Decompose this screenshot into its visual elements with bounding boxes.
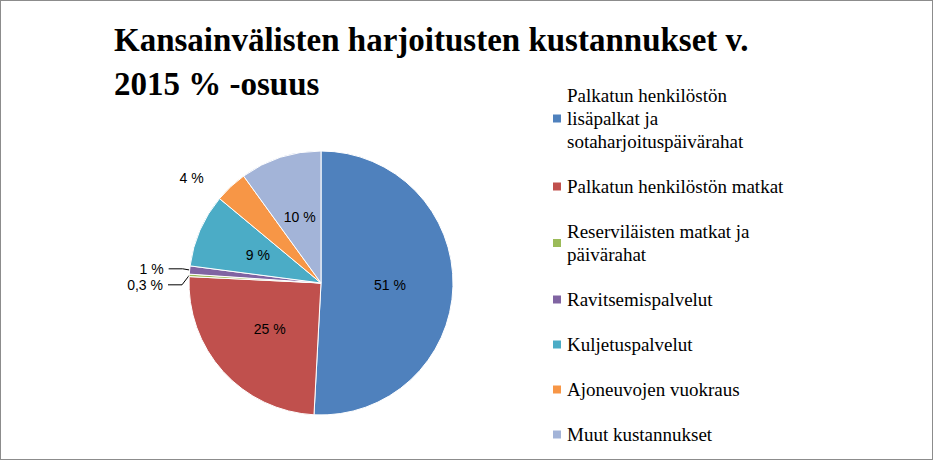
svg-text:1 %: 1 % [140,261,164,277]
svg-text:Kansainvälisten harjoitusten k: Kansainvälisten harjoitusten kustannukse… [114,22,757,58]
svg-text:2015 % -osuus: 2015 % -osuus [114,66,320,102]
svg-text:Ravitsemispalvelut: Ravitsemispalvelut [567,289,713,310]
svg-text:10 %: 10 % [284,209,316,225]
svg-text:4 %: 4 % [180,170,204,186]
svg-text:Muut kustannukset: Muut kustannukset [567,424,713,445]
svg-text:0,3 %: 0,3 % [127,277,163,293]
svg-text:Reserviläisten matkat ja: Reserviläisten matkat ja [567,221,754,242]
svg-text:Palkatun henkilöstön: Palkatun henkilöstön [567,85,732,106]
svg-text:Ajoneuvojen vuokraus: Ajoneuvojen vuokraus [567,379,740,400]
svg-text:25 %: 25 % [254,321,286,337]
svg-text:sotaharjoituspäivärahat: sotaharjoituspäivärahat [567,131,744,152]
svg-text:9 %: 9 % [246,247,270,263]
svg-text:Palkatun henkilöstön matkat: Palkatun henkilöstön matkat [567,176,784,197]
svg-text:Kuljetuspalvelut: Kuljetuspalvelut [567,334,693,355]
svg-text:51 %: 51 % [374,277,406,293]
svg-text:lisäpalkat ja: lisäpalkat ja [567,108,663,129]
svg-text:päivärahat: päivärahat [567,244,647,265]
